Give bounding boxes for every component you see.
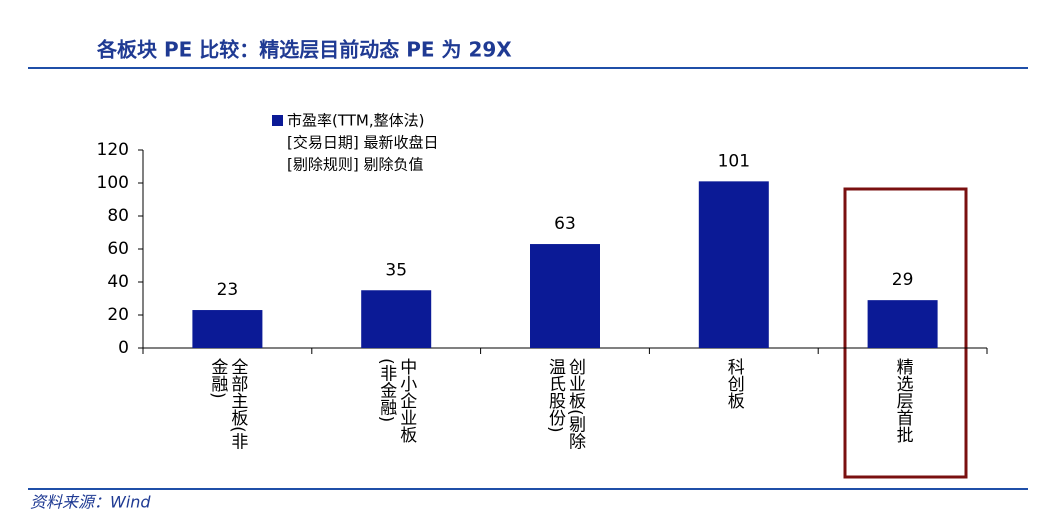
chart-title: 各板块 PE 比较：精选层目前动态 PE 为 29X	[96, 38, 512, 62]
bar	[361, 290, 432, 348]
y-tick-label: 80	[107, 206, 129, 226]
x-tick-label: 创业板(剔除温氏股份)	[545, 358, 585, 450]
y-tick-label: 40	[107, 272, 129, 292]
x-tick-label: 科创板	[723, 358, 744, 409]
bar	[698, 181, 769, 348]
data-label: 23	[217, 280, 239, 300]
legend-note: [剔除规则] 剔除负值	[287, 156, 423, 174]
data-label: 35	[385, 260, 407, 280]
y-tick-label: 100	[97, 173, 129, 193]
x-tick-label: 精选层首批	[892, 358, 913, 443]
legend-swatch	[272, 115, 283, 126]
highlight-box	[843, 187, 968, 479]
x-tick-label: 中小企业板(非金融)	[376, 358, 417, 443]
y-tick-label: 20	[107, 305, 129, 325]
data-label: 29	[892, 270, 914, 290]
bar	[867, 300, 938, 348]
y-tick-label: 120	[97, 140, 129, 160]
source: 资料来源：Wind	[30, 493, 151, 512]
y-tick-label: 60	[107, 239, 129, 259]
legend-label: 市盈率(TTM,整体法)	[287, 112, 424, 130]
data-label: 63	[554, 214, 576, 234]
bar	[192, 310, 263, 348]
x-tick-label: 全部主板(非金融)	[207, 358, 248, 450]
legend-note: [交易日期] 最新收盘日	[287, 134, 438, 152]
bar	[530, 244, 600, 348]
data-label: 101	[718, 151, 750, 171]
y-tick-label: 0	[118, 338, 129, 358]
